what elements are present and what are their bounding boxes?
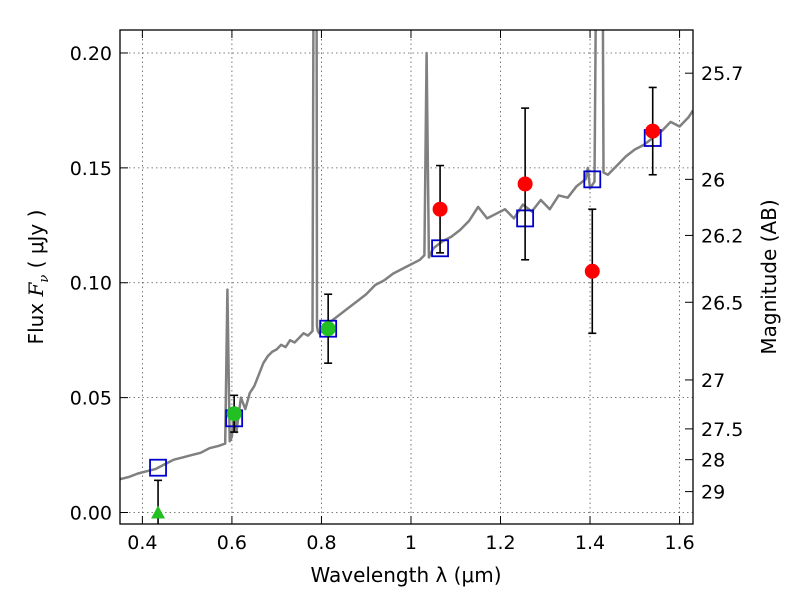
y2-tick-label: 26.2 [701,225,743,247]
y-tick-label: 0.15 [70,158,112,180]
plot-frame [119,29,694,525]
optical-data-point [320,321,336,337]
y-tick-label: 0.10 [70,273,112,295]
y2-tick-label: 28 [701,450,725,472]
grid [120,30,693,524]
y2-tick-label: 27.5 [701,419,743,441]
x-tick-label: 1.6 [664,532,694,554]
y2-tick-label: 26.5 [701,292,743,314]
y-tick-label: 0.20 [70,43,112,65]
y-tick-label: 0.05 [70,388,112,410]
x-tick-label: 1.2 [485,532,515,554]
y2-tick-label: 25.7 [701,63,743,85]
x-tick-label: 0.8 [306,532,336,554]
x-tick-label: 0.6 [217,532,247,554]
x-tick-label: 1.4 [575,532,605,554]
optical-data-point [226,406,242,422]
plot-area [120,30,693,524]
axes-ticks: 0.4 0.6 0.8 1 1.2 1.4 1.6 0.00 0.05 0.10 0.15 0.20 2… [70,30,743,554]
hst-data-point [645,123,661,139]
hst-data-point [432,201,448,217]
model-photometry-point [149,458,167,477]
model-spectrum-line [120,30,693,481]
hst-data-point [517,176,533,192]
y2-tick-label: 26 [701,169,725,191]
y-axis-label: Flux Fν ( μJy ) [24,210,52,345]
x-axis-label: Wavelength λ (μm) [310,563,501,587]
right-axis-label: Magnitude (AB) [757,199,781,354]
x-tick-label: 0.4 [127,532,157,554]
upper-limit-point [151,505,166,519]
model-photometry-point [583,170,602,189]
y2-tick-label: 29 [701,482,725,504]
y2-tick-label: 27 [701,370,725,392]
x-tick-label: 1 [405,532,417,554]
hst-data-point [584,263,600,279]
y-tick-label: 0.00 [70,503,112,525]
